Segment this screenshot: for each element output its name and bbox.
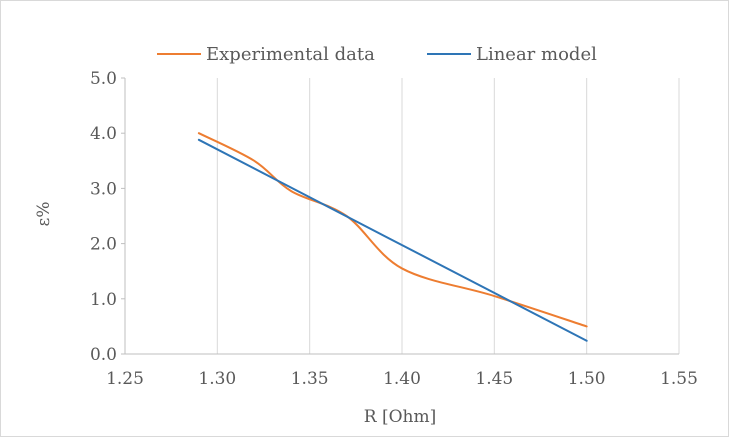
legend-label: Linear model [476,44,597,65]
y-tick-label: 1.0 [90,290,117,310]
y-tick-label: 2.0 [90,235,117,255]
x-tick-label: 1.45 [475,369,513,389]
legend-label: Experimental data [206,44,375,65]
grid-layer [124,78,680,354]
y-tick-label: 3.0 [90,179,117,199]
y-tick-label: 5.0 [90,69,117,89]
x-tick-label: 1.30 [198,369,236,389]
x-tick-label: 1.35 [291,369,329,389]
y-tick-label: 4.0 [90,124,117,144]
axis-layer [121,77,679,355]
y-axis-title: ε% [34,202,54,227]
x-tick-label: 1.55 [660,369,698,389]
x-tick-label: 1.40 [383,369,421,389]
series-line-linear-model [197,138,588,342]
series-layer [197,132,588,342]
y-tick-label: 0.0 [90,345,117,365]
x-tick-label: 1.25 [106,369,144,389]
tick-labels: 1.25 1.30 1.35 1.40 1.45 1.50 1.55 0.0 1.0 2.0 3.0… [90,69,698,389]
legend: Experimental data Linear model [157,44,597,65]
x-axis-title: R [Ohm] [364,407,436,427]
series-line-experimental-data [197,132,588,328]
x-tick-label: 1.50 [568,369,606,389]
